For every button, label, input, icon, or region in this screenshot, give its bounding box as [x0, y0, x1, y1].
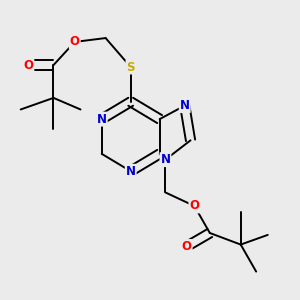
Text: S: S [126, 61, 135, 74]
Text: O: O [182, 240, 192, 253]
Text: O: O [189, 200, 200, 212]
Text: N: N [180, 99, 190, 112]
Text: N: N [160, 153, 170, 166]
Text: N: N [126, 165, 136, 178]
Text: O: O [23, 58, 33, 72]
Text: N: N [97, 112, 107, 126]
Text: O: O [70, 35, 80, 48]
